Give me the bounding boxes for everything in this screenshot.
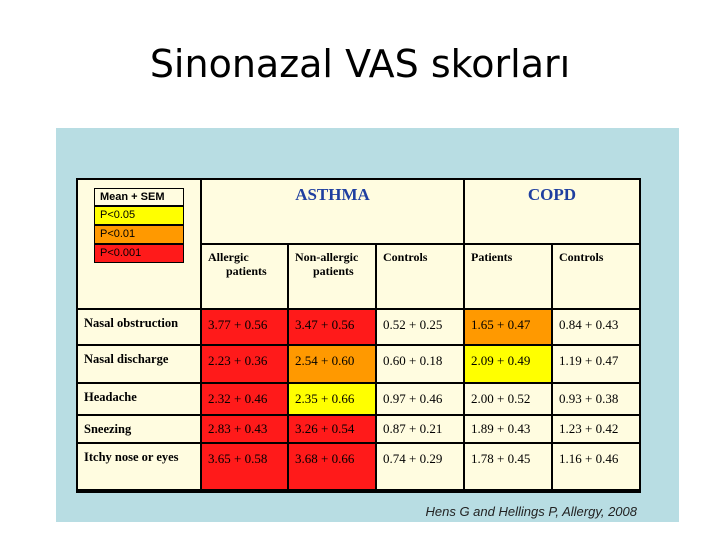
row-label: Nasal obstruction: [78, 310, 200, 344]
slide-title: Sinonazal VAS skorları: [149, 42, 571, 86]
table-cell: 0.93 + 0.38: [553, 384, 639, 414]
table-cell: 1.23 + 0.42: [553, 416, 639, 442]
table-cell: 0.87 + 0.21: [377, 416, 463, 442]
column-header: Non-allergic patients: [289, 245, 375, 308]
column-header: Patients: [465, 245, 551, 308]
table-cell: 1.19 + 0.47: [553, 346, 639, 382]
table-cell: 0.74 + 0.29: [377, 444, 463, 489]
legend-p01: P<0.01: [94, 225, 184, 244]
table-cell: 0.52 + 0.25: [377, 310, 463, 344]
table-cell: 2.32 + 0.46: [202, 384, 287, 414]
legend-p001: P<0.001: [94, 244, 184, 263]
row-label: Headache: [78, 384, 200, 414]
table-cell: 2.23 + 0.36: [202, 346, 287, 382]
column-header: Allergic patients: [202, 245, 287, 308]
group-header-copd: COPD: [465, 180, 639, 243]
column-header-line1: Non-allergic: [295, 250, 359, 264]
table-cell: 2.35 + 0.66: [289, 384, 375, 414]
table-cell: 3.65 + 0.58: [202, 444, 287, 489]
column-header-line2: patients: [313, 264, 354, 278]
table-cell: 2.54 + 0.60: [289, 346, 375, 382]
table-cell: 3.77 + 0.56: [202, 310, 287, 344]
legend-mean-sem: Mean + SEM: [94, 188, 184, 206]
table-cell: 1.16 + 0.46: [553, 444, 639, 489]
column-header: Controls: [377, 245, 463, 308]
table-cell: 0.60 + 0.18: [377, 346, 463, 382]
table-cell: 0.97 + 0.46: [377, 384, 463, 414]
table-cell: 1.65 + 0.47: [465, 310, 551, 344]
row-label: Sneezing: [78, 416, 200, 442]
column-header-line1: Allergic: [208, 250, 249, 264]
table-cell: 3.47 + 0.56: [289, 310, 375, 344]
table-cell: 2.83 + 0.43: [202, 416, 287, 442]
table-cell: 2.09 + 0.49: [465, 346, 551, 382]
row-label: Itchy nose or eyes: [78, 444, 200, 489]
table-cell: 1.78 + 0.45: [465, 444, 551, 489]
column-header-line1: Controls: [559, 250, 604, 264]
table-cell: 2.00 + 0.52: [465, 384, 551, 414]
table-cell: 1.89 + 0.43: [465, 416, 551, 442]
column-header: Controls: [553, 245, 639, 308]
group-header-asthma: ASTHMA: [202, 180, 463, 243]
legend-p05: P<0.05: [94, 206, 184, 225]
row-label: Nasal discharge: [78, 346, 200, 382]
column-header-line2: patients: [226, 264, 267, 278]
table-cell: 3.26 + 0.54: [289, 416, 375, 442]
table-figure: Mean + SEM P<0.05 P<0.01 P<0.001 ASTHMA …: [56, 128, 679, 522]
column-header-line1: Controls: [383, 250, 428, 264]
column-header-line1: Patients: [471, 250, 513, 264]
significance-legend: Mean + SEM P<0.05 P<0.01 P<0.001: [94, 188, 184, 263]
citation: Hens G and Hellings P, Allergy, 2008: [425, 504, 638, 519]
table-cell: 0.84 + 0.43: [553, 310, 639, 344]
table-cell: 3.68 + 0.66: [289, 444, 375, 489]
